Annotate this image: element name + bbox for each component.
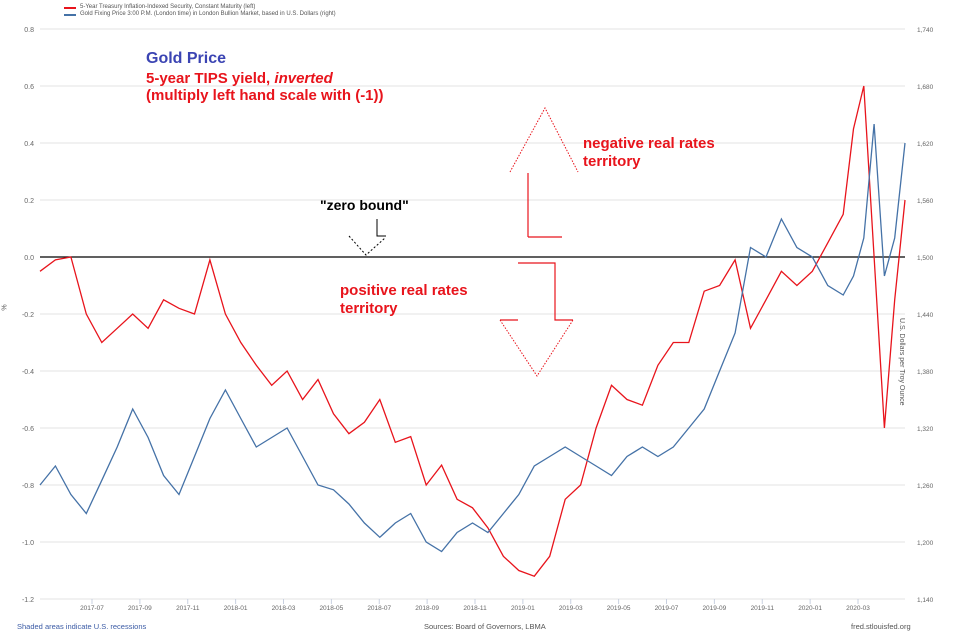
y-right-tick-label: 1,620	[917, 141, 934, 148]
annotation-negative-line2: territory	[583, 153, 641, 170]
y-axis-left-label: %	[1, 304, 9, 311]
y-left-tick-label: 0.8	[24, 27, 34, 34]
legend-item-tips[interactable]: 5-Year Treasury Inflation-Indexed Securi…	[64, 4, 336, 11]
y-left-tick-label: 0.0	[24, 255, 34, 262]
y-right-tick-label: 1,380	[917, 369, 934, 376]
x-tick-label: 2020-03	[846, 605, 870, 612]
y-right-tick-label: 1,680	[917, 84, 934, 91]
legend-label: 5-Year Treasury Inflation-Indexed Securi…	[80, 4, 256, 10]
x-tick-label: 2019-01	[511, 605, 535, 612]
y-left-tick-label: -1.0	[22, 540, 34, 547]
zero-bound-arrow-head	[348, 235, 386, 256]
y-right-tick-label: 1,560	[917, 198, 934, 205]
annotation-negative-line1: negative real rates	[583, 135, 715, 152]
legend-swatch-blue	[64, 13, 76, 16]
x-tick-label: 2018-09	[415, 605, 439, 612]
y-left-tick-label: 0.2	[24, 198, 34, 205]
annotation-positive-line1: positive real rates	[340, 282, 468, 299]
annotation-tips-text: 5-year TIPS yield,	[146, 70, 275, 87]
y-left-tick-label: -1.2	[22, 597, 34, 604]
series-line-tips	[39, 85, 906, 577]
y-left-tick-label: -0.4	[22, 369, 34, 376]
y-axis-right-label: U.S. Dollars per Troy Ounce	[898, 318, 905, 406]
y-right-tick-label: 1,260	[917, 483, 934, 490]
recession-note: Shaded areas indicate U.S. recessions	[17, 622, 147, 631]
x-tick-label: 2019-05	[607, 605, 631, 612]
y-right-tick-label: 1,200	[917, 540, 934, 547]
x-tick-label: 2020-01	[798, 605, 822, 612]
legend-swatch-red	[64, 6, 76, 9]
y-right-tick-label: 1,140	[917, 597, 934, 604]
x-tick-label: 2017-09	[128, 605, 152, 612]
x-tick-label: 2018-07	[367, 605, 391, 612]
fred-link[interactable]: fred.stlouisfed.org	[851, 622, 911, 631]
down-arrow-shaft	[518, 262, 573, 321]
annotation-positive-line2: territory	[340, 300, 398, 317]
annotation-tips-inverted: inverted	[274, 70, 333, 87]
legend-item-gold[interactable]: Gold Fixing Price 3:00 P.M. (London time…	[64, 11, 336, 18]
y-right-tick-label: 1,500	[917, 255, 934, 262]
y-left-tick-label: -0.2	[22, 312, 34, 319]
annotation-negative-real-rates: negative real rates territory	[583, 135, 715, 171]
annotation-gold-price: Gold Price	[146, 50, 227, 67]
x-tick-label: 2018-11	[463, 605, 487, 612]
y-right-tick-label: 1,740	[917, 27, 934, 34]
annotation-tips: 5-year TIPS yield, inverted (multiply le…	[146, 70, 384, 104]
x-tick-label: 2019-09	[702, 605, 726, 612]
zero-bound-arrow-shaft	[376, 219, 386, 237]
x-tick-label: 2019-03	[559, 605, 583, 612]
series-line-gold	[39, 123, 906, 553]
y-left-tick-label: -0.8	[22, 483, 34, 490]
sources-note: Sources: Board of Governors, LBMA	[424, 622, 546, 631]
y-right-tick-label: 1,320	[917, 426, 934, 433]
y-left-tick-label: -0.6	[22, 426, 34, 433]
annotation-positive-real-rates: positive real rates territory	[340, 282, 468, 318]
y-right-tick-label: 1,440	[917, 312, 934, 319]
down-arrow-head	[499, 319, 574, 377]
annotation-zero-bound: "zero bound"	[320, 197, 409, 213]
y-left-tick-label: 0.6	[24, 84, 34, 91]
x-tick-label: 2019-07	[655, 605, 679, 612]
up-arrow-head	[509, 106, 579, 173]
x-tick-label: 2018-03	[272, 605, 296, 612]
legend: 5-Year Treasury Inflation-Indexed Securi…	[64, 4, 336, 18]
x-tick-label: 2018-05	[319, 605, 343, 612]
annotation-tips-multiply: (multiply left hand scale with (-1))	[146, 87, 384, 104]
x-tick-label: 2017-07	[80, 605, 104, 612]
x-tick-label: 2018-01	[224, 605, 248, 612]
y-left-tick-label: 0.4	[24, 141, 34, 148]
x-tick-label: 2019-11	[751, 605, 775, 612]
x-tick-label: 2017-11	[176, 605, 200, 612]
legend-label: Gold Fixing Price 3:00 P.M. (London time…	[80, 11, 336, 17]
